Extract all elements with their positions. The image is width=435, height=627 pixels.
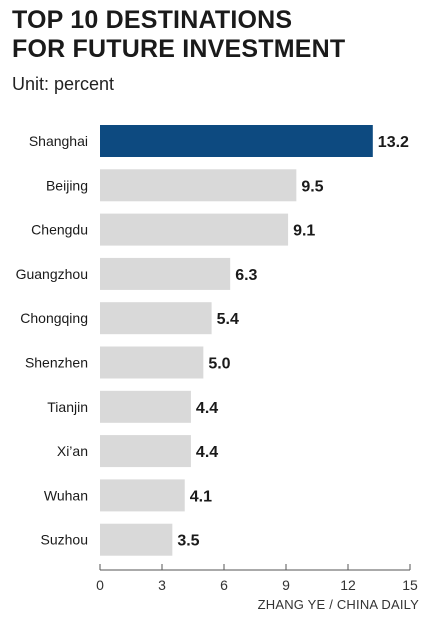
value-label-9: 3.5 (177, 533, 199, 550)
x-tick-label-3: 9 (282, 577, 290, 593)
category-label-7: Xi’an (57, 443, 88, 459)
bar-1 (100, 169, 297, 202)
bar-2 (100, 213, 289, 246)
category-label-6: Tianjin (47, 399, 88, 415)
category-label-0: Shanghai (29, 133, 88, 149)
category-label-3: Guangzhou (16, 266, 88, 282)
bar-9 (100, 523, 173, 556)
x-tick-label-4: 12 (340, 577, 356, 593)
value-label-4: 5.4 (217, 311, 239, 328)
bar-5 (100, 346, 204, 379)
category-label-4: Chongqing (20, 310, 88, 326)
chart-subtitle: Unit: percent (12, 74, 115, 94)
category-label-8: Wuhan (44, 487, 88, 503)
bar-6 (100, 390, 191, 423)
credit-line: ZHANG YE / CHINA DAILY (257, 597, 419, 612)
x-tick-label-0: 0 (96, 577, 104, 593)
value-label-3: 6.3 (235, 267, 257, 284)
category-label-5: Shenzhen (25, 355, 88, 371)
chart-title-line-2: FOR FUTURE INVESTMENT (12, 35, 346, 63)
value-label-6: 4.4 (196, 400, 218, 417)
bar-8 (100, 479, 185, 512)
value-label-7: 4.4 (196, 444, 218, 461)
value-label-8: 4.1 (190, 488, 212, 505)
x-tick-label-5: 15 (402, 577, 418, 593)
value-label-2: 9.1 (293, 223, 315, 240)
category-label-9: Suzhou (41, 532, 88, 548)
bar-0 (100, 125, 373, 157)
category-label-2: Chengdu (31, 222, 88, 238)
x-tick-label-1: 3 (158, 577, 166, 593)
value-label-5: 5.0 (208, 356, 230, 373)
x-tick-label-2: 6 (220, 577, 228, 593)
bar-7 (100, 435, 191, 468)
chart-title: TOP 10 DESTINATIONS FOR FUTURE INVESTMEN… (12, 6, 345, 64)
bar-4 (100, 302, 212, 335)
value-label-0: 13.2 (378, 134, 409, 151)
bar-3 (100, 257, 231, 290)
value-label-1: 9.5 (301, 178, 323, 195)
chart-title-line-1: TOP 10 DESTINATIONS (12, 6, 293, 34)
category-label-1: Beijing (46, 177, 88, 193)
bar-chart: Shanghai 13.2 Beijing 9.5 Chengdu 9.1 Guangzho… (16, 125, 418, 593)
